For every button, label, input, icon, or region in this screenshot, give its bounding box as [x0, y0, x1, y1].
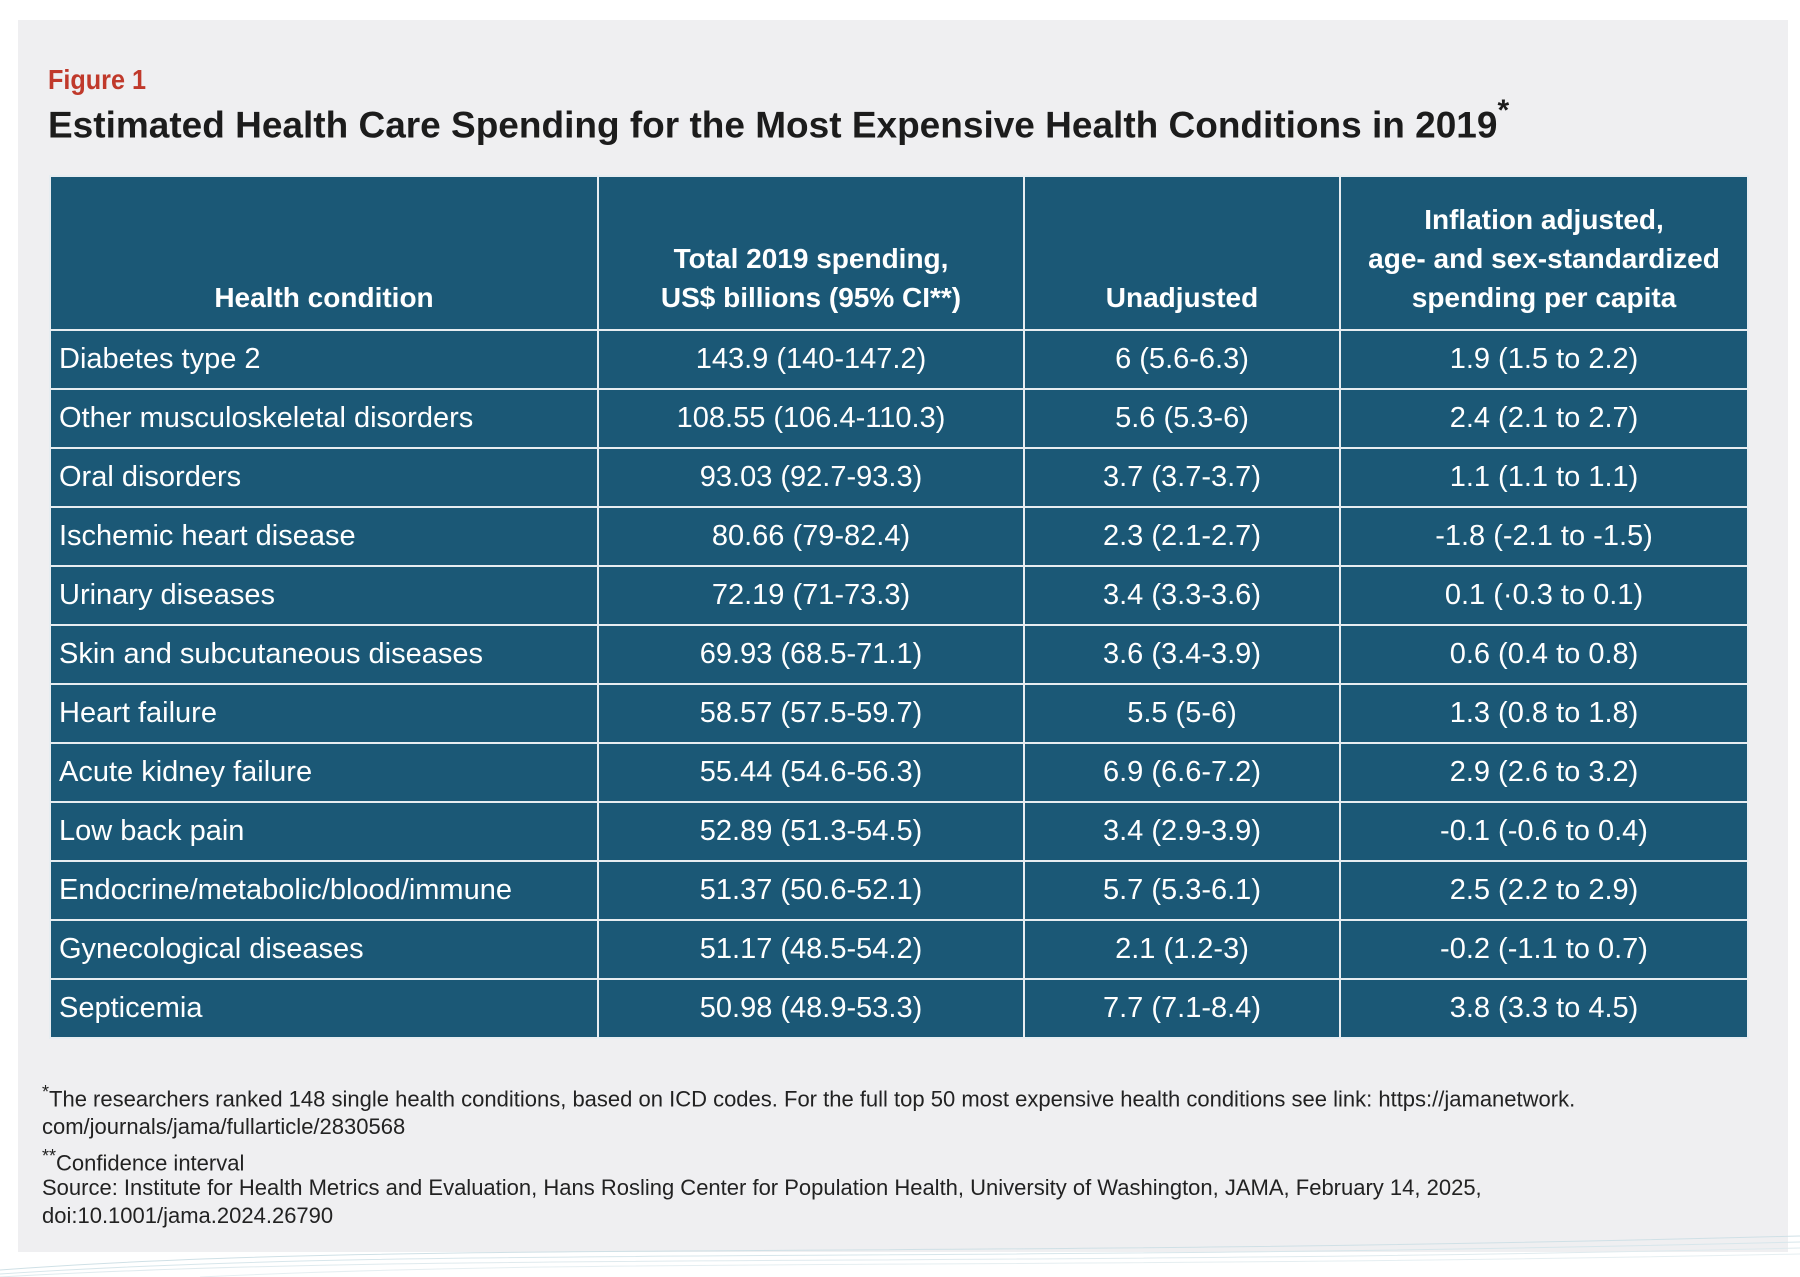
cell-condition: Ischemic heart disease [49, 506, 599, 567]
cell-total-spending: 108.55 (106.4-110.3) [597, 388, 1025, 449]
footnote-1-text: The researchers ranked 148 single health… [49, 1086, 1576, 1112]
table-row: Endocrine/metabolic/blood/immune 51.37 (… [49, 860, 1749, 921]
cell-adjusted: 2.5 (2.2 to 2.9) [1339, 860, 1749, 921]
table-row: Skin and subcutaneous diseases 69.93 (68… [49, 624, 1749, 685]
cell-condition: Low back pain [49, 801, 599, 862]
cell-total-spending: 51.37 (50.6-52.1) [597, 860, 1025, 921]
cell-adjusted: -1.8 (-2.1 to -1.5) [1339, 506, 1749, 567]
cell-condition: Other musculoskeletal disorders [49, 388, 599, 449]
cell-condition: Gynecological diseases [49, 919, 599, 980]
table-row: Ischemic heart disease 80.66 (79-82.4) 2… [49, 506, 1749, 567]
table-row: Oral disorders 93.03 (92.7-93.3) 3.7 (3.… [49, 447, 1749, 508]
header-line: spending per capita [1411, 282, 1677, 313]
cell-adjusted: 2.9 (2.6 to 3.2) [1339, 742, 1749, 803]
table-header-row: Health condition Total 2019 spending, US… [49, 175, 1749, 331]
cell-total-spending: 143.9 (140-147.2) [597, 329, 1025, 390]
cell-unadjusted: 5.6 (5.3-6) [1023, 388, 1341, 449]
footnote-1: *The researchers ranked 148 single healt… [42, 1078, 1742, 1141]
table-row: Other musculoskeletal disorders 108.55 (… [49, 388, 1749, 449]
cell-unadjusted: 3.4 (3.3-3.6) [1023, 565, 1341, 626]
cell-condition: Urinary diseases [49, 565, 599, 626]
header-line: Unadjusted [1105, 282, 1259, 313]
title-text: Estimated Health Care Spending for the M… [48, 104, 1498, 146]
figure-card: Figure 1 Estimated Health Care Spending … [18, 20, 1788, 1252]
cell-total-spending: 72.19 (71-73.3) [597, 565, 1025, 626]
figure-label: Figure 1 [48, 64, 147, 95]
header-line: age- and sex-standardized [1368, 243, 1720, 274]
cell-condition: Endocrine/metabolic/blood/immune [49, 860, 599, 921]
cell-unadjusted: 5.5 (5-6) [1023, 683, 1341, 744]
cell-condition: Acute kidney failure [49, 742, 599, 803]
table-row: Septicemia 50.98 (48.9-53.3) 7.7 (7.1-8.… [49, 978, 1749, 1039]
cell-condition: Heart failure [49, 683, 599, 744]
title-footnote-mark: * [1497, 94, 1510, 127]
cell-adjusted: 1.3 (0.8 to 1.8) [1339, 683, 1749, 744]
spending-table: Health condition Total 2019 spending, US… [49, 175, 1749, 1039]
header-inflation-adjusted: Inflation adjusted, age- and sex-standar… [1339, 175, 1749, 331]
cell-adjusted: 3.8 (3.3 to 4.5) [1339, 978, 1749, 1039]
cell-total-spending: 93.03 (92.7-93.3) [597, 447, 1025, 508]
header-total-spending: Total 2019 spending, US$ billions (95% C… [597, 175, 1025, 331]
cell-total-spending: 52.89 (51.3-54.5) [597, 801, 1025, 862]
cell-total-spending: 69.93 (68.5-71.1) [597, 624, 1025, 685]
cell-adjusted: 2.4 (2.1 to 2.7) [1339, 388, 1749, 449]
header-line: Inflation adjusted, [1424, 204, 1664, 235]
decorative-wave-lines [0, 1235, 1800, 1277]
footnote-1-mark: * [42, 1082, 50, 1102]
table-row: Gynecological diseases 51.17 (48.5-54.2)… [49, 919, 1749, 980]
cell-unadjusted: 3.6 (3.4-3.9) [1023, 624, 1341, 685]
cell-adjusted: -0.2 (-1.1 to 0.7) [1339, 919, 1749, 980]
cell-adjusted: 0.1 (·0.3 to 0.1) [1339, 565, 1749, 626]
cell-unadjusted: 5.7 (5.3-6.1) [1023, 860, 1341, 921]
cell-total-spending: 58.57 (57.5-59.7) [597, 683, 1025, 744]
cell-condition: Skin and subcutaneous diseases [49, 624, 599, 685]
cell-unadjusted: 3.7 (3.7-3.7) [1023, 447, 1341, 508]
footnote-1-line-1: *The researchers ranked 148 single healt… [42, 1078, 1742, 1113]
cell-adjusted: 0.6 (0.4 to 0.8) [1339, 624, 1749, 685]
cell-unadjusted: 3.4 (2.9-3.9) [1023, 801, 1341, 862]
table-row: Low back pain 52.89 (51.3-54.5) 3.4 (2.9… [49, 801, 1749, 862]
source-line-2: doi:10.1001/jama.2024.26790 [42, 1203, 334, 1228]
cell-adjusted: 1.1 (1.1 to 1.1) [1339, 447, 1749, 508]
footnote-1-link-line[interactable]: com/journals/jama/fullarticle/2830568 [42, 1114, 406, 1140]
table-row: Acute kidney failure 55.44 (54.6-56.3) 6… [49, 742, 1749, 803]
header-line: Total 2019 spending, [673, 243, 949, 274]
table-row: Heart failure 58.57 (57.5-59.7) 5.5 (5-6… [49, 683, 1749, 744]
footnote-2: **Confidence interval [42, 1142, 1742, 1177]
cell-unadjusted: 2.3 (2.1-2.7) [1023, 506, 1341, 567]
cell-condition: Oral disorders [49, 447, 599, 508]
cell-condition: Septicemia [49, 978, 599, 1039]
footnote-2-mark: ** [42, 1146, 57, 1166]
table-row: Diabetes type 2 143.9 (140-147.2) 6 (5.6… [49, 329, 1749, 390]
cell-unadjusted: 7.7 (7.1-8.4) [1023, 978, 1341, 1039]
header-unadjusted: Unadjusted [1023, 175, 1341, 331]
cell-total-spending: 50.98 (48.9-53.3) [597, 978, 1025, 1039]
header-line: Health condition [214, 282, 434, 313]
cell-total-spending: 55.44 (54.6-56.3) [597, 742, 1025, 803]
figure-title: Estimated Health Care Spending for the M… [48, 94, 1509, 146]
cell-total-spending: 51.17 (48.5-54.2) [597, 919, 1025, 980]
header-line: US$ billions (95% CI**) [660, 282, 962, 313]
cell-unadjusted: 2.1 (1.2-3) [1023, 919, 1341, 980]
header-health-condition: Health condition [49, 175, 599, 331]
table-row: Urinary diseases 72.19 (71-73.3) 3.4 (3.… [49, 565, 1749, 626]
cell-condition: Diabetes type 2 [49, 329, 599, 390]
footnote-2-text: Confidence interval [56, 1150, 245, 1176]
cell-adjusted: -0.1 (-0.6 to 0.4) [1339, 801, 1749, 862]
source-line-1: Source: Institute for Health Metrics and… [42, 1175, 1482, 1200]
source-note: Source: Institute for Health Metrics and… [42, 1174, 1742, 1230]
cell-unadjusted: 6.9 (6.6-7.2) [1023, 742, 1341, 803]
cell-adjusted: 1.9 (1.5 to 2.2) [1339, 329, 1749, 390]
cell-total-spending: 80.66 (79-82.4) [597, 506, 1025, 567]
cell-unadjusted: 6 (5.6-6.3) [1023, 329, 1341, 390]
